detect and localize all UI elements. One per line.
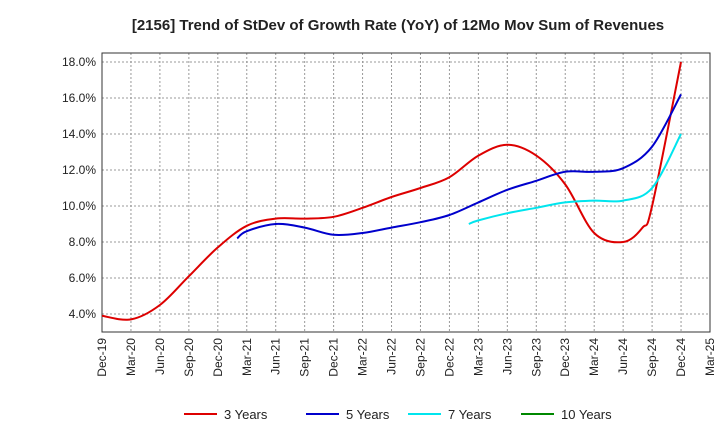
legend-label-2: 7 Years: [448, 407, 492, 422]
x-tick-label: Sep-24: [645, 338, 659, 377]
x-tick-label: Jun-21: [269, 338, 283, 375]
legend-label-3: 10 Years: [561, 407, 612, 422]
x-tick-label: Jun-22: [385, 338, 399, 375]
chart-title: [2156] Trend of StDev of Growth Rate (Yo…: [132, 17, 664, 34]
x-tick-label: Jun-23: [500, 338, 514, 375]
legend: 3 Years 5 Years 7 Years 10 Years: [184, 407, 612, 422]
x-tick-label: Sep-20: [182, 338, 196, 377]
y-tick-label: 14.0%: [62, 127, 96, 141]
legend-label-1: 5 Years: [346, 407, 390, 422]
x-tick-label: Sep-21: [298, 338, 312, 377]
y-tick-label: 8.0%: [69, 235, 97, 249]
x-tick-label: Mar-23: [471, 338, 485, 376]
x-tick-label: Dec-20: [211, 338, 225, 377]
x-tick-label: Jun-20: [153, 338, 167, 375]
x-tick-label: Mar-21: [240, 338, 254, 376]
x-tick-label: Mar-25: [703, 338, 717, 376]
x-tick-label: Dec-21: [327, 338, 341, 377]
x-tick-label: Mar-20: [124, 338, 138, 376]
x-tick-label: Mar-24: [587, 338, 601, 376]
gridlines: [102, 53, 710, 332]
series-layer: [101, 61, 682, 321]
y-tick-label: 16.0%: [62, 91, 96, 105]
y-tick-label: 4.0%: [69, 307, 97, 321]
series-line-0: [101, 61, 682, 321]
x-tick-label: Sep-22: [413, 338, 427, 377]
x-axis: Dec-19 Mar-20 Jun-20 Sep-20 Dec-20 Mar-21 Jun-…: [95, 338, 717, 377]
y-tick-label: 6.0%: [69, 271, 97, 285]
x-tick-label: Dec-24: [674, 338, 688, 377]
y-tick-label: 12.0%: [62, 163, 96, 177]
y-tick-label: 18.0%: [62, 55, 96, 69]
series-line-1: [236, 93, 682, 240]
x-tick-label: Dec-23: [558, 338, 572, 377]
x-tick-label: Dec-22: [442, 338, 456, 377]
x-tick-label: Mar-22: [356, 338, 370, 376]
y-axis: 4.0% 6.0% 8.0% 10.0% 12.0% 14.0% 16.0% 18.0%: [62, 55, 96, 321]
y-tick-label: 10.0%: [62, 199, 96, 213]
x-tick-label: Jun-24: [616, 338, 630, 375]
x-tick-label: Dec-19: [95, 338, 109, 377]
series-line-2: [468, 133, 682, 225]
plot-area: [101, 52, 711, 333]
legend-label-0: 3 Years: [224, 407, 268, 422]
x-tick-label: Sep-23: [529, 338, 543, 377]
